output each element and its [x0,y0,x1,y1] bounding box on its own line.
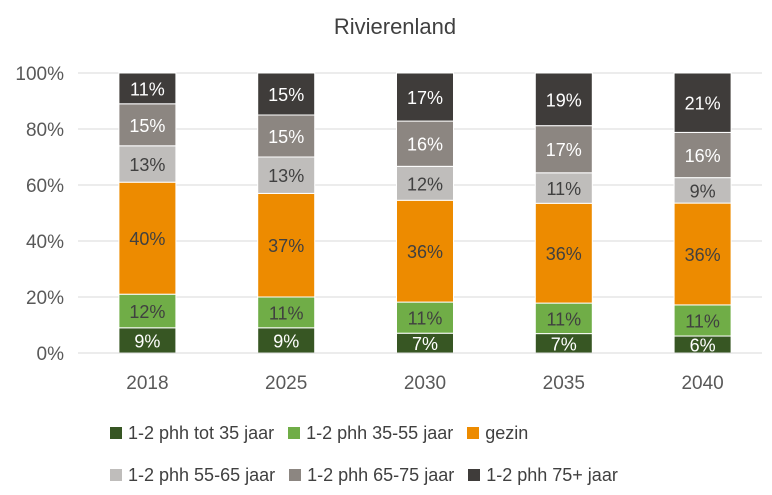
data-label: 16% [407,135,443,155]
data-label: 11% [408,309,443,329]
y-tick-label: 20% [26,288,64,309]
data-label: 36% [685,245,721,265]
data-label: 7% [412,334,438,354]
x-tick-label: 2025 [265,373,307,394]
data-label: 36% [546,244,582,264]
bar-segment [118,293,177,329]
data-label: 9% [690,181,716,201]
bar-stack-2035: 7% 11% 36% 11% 17% 19% [534,72,593,354]
data-label: 37% [268,236,304,256]
bar-stack-2025: 9% 11% 37% 13% 15% 15% [257,72,316,354]
bar-segment [257,192,316,298]
legend-label: 1-2 phh 35-55 jaar [306,422,454,443]
data-label: 16% [685,146,721,166]
bar-segment [396,72,454,122]
data-label: 17% [546,140,582,160]
data-label: 36% [407,242,443,262]
legend-swatch [467,427,480,439]
legend-swatch [289,469,302,481]
bar-segment [534,302,593,335]
bar-stack-2040: 6% 11% 36% 9% 16% 21% [673,72,732,356]
data-label: 40% [129,229,165,249]
bar-segment [673,177,732,204]
y-tick-label: 100% [15,64,64,85]
legend-swatch [110,427,122,439]
data-label: 11% [546,309,581,329]
legend-item-35-55: 1-2 phh 35-55 jaar [288,423,453,444]
y-tick-label: 80% [26,120,64,141]
data-label: 15% [268,127,304,147]
x-tick-label: 2035 [543,373,585,394]
legend-item-55-65: 1-2 phh 55-65 jaar [110,465,275,486]
bar-segment [534,202,593,304]
legend-label: gezin [485,422,529,443]
bar-stack-2030: 7% 11% 36% 12% 16% 17% [396,72,454,354]
legend-item-65-75: 1-2 phh 65-75 jaar [289,465,454,486]
bar-segment [118,145,177,183]
bar-stack-2018: 9% 12% 40% 13% 15% 11% [118,72,177,354]
stacked-bar-chart: Rivierenland 0% 20% 40% 60% 80% 100% 9% 12% 40%… [15,14,762,394]
data-label: 12% [129,302,165,322]
bars: 9% 12% 40% 13% 15% 11% 9% 11% 37% 13% 15% 15% 7% 11% 3… [118,72,732,356]
bar-segment [534,125,593,174]
bar-segment [673,131,732,179]
legend-item-tot-35: 1-2 phh tot 35 jaar [110,423,274,444]
x-axis: 2018 2025 2030 2035 2040 [78,352,762,394]
bar-segment [673,202,732,306]
bar-segment [118,72,177,105]
legend-row-1: 1-2 phh tot 35 jaar 1-2 phh 35-55 jaar g… [110,421,542,445]
data-label: 12% [407,174,443,194]
x-tick-label: 2018 [126,373,168,394]
data-label: 11% [130,79,165,99]
data-label: 9% [273,331,299,351]
legend-label: 1-2 phh tot 35 jaar [128,422,275,443]
legend-label: 1-2 phh 75+ jaar [486,464,618,485]
data-label: 11% [546,179,581,199]
legend-label: 1-2 phh 65-75 jaar [307,464,455,485]
data-label: 9% [134,331,160,351]
data-label: 19% [546,90,582,110]
bar-segment [118,103,177,147]
data-label: 7% [551,334,577,354]
bar-segment [673,72,732,133]
y-tick-label: 0% [37,344,65,365]
data-label: 13% [268,166,304,186]
legend-label: 1-2 phh 55-65 jaar [128,464,276,485]
x-tick-label: 2040 [681,373,723,394]
legend-swatch [468,469,481,481]
y-tick-label: 40% [26,232,64,253]
bar-segment [257,296,316,329]
bar-segment [396,120,454,167]
data-label: 6% [690,336,716,356]
data-label: 15% [129,116,165,136]
data-label: 11% [269,303,304,323]
bar-segment [396,199,454,303]
data-label: 11% [685,311,720,331]
data-label: 17% [407,88,443,108]
legend-item-gezin: gezin [467,423,528,444]
data-label: 13% [129,155,165,175]
bar-segment [257,72,316,116]
data-label: 15% [268,85,304,105]
legend-row-2: 1-2 phh 55-65 jaar 1-2 phh 65-75 jaar 1-… [110,463,632,487]
data-label: 21% [685,94,721,114]
legend-swatch [110,469,122,481]
bar-segment [396,301,454,334]
legend-swatch [288,427,301,439]
bar-segment [673,304,732,337]
x-tick-label: 2030 [404,373,446,394]
legend-item-75-plus: 1-2 phh 75+ jaar [468,465,618,486]
bar-segment [118,181,177,295]
y-tick-label: 60% [26,176,64,197]
bar-segment [534,72,593,127]
bar-segment [257,156,316,194]
chart-title: Rivierenland [334,14,456,39]
